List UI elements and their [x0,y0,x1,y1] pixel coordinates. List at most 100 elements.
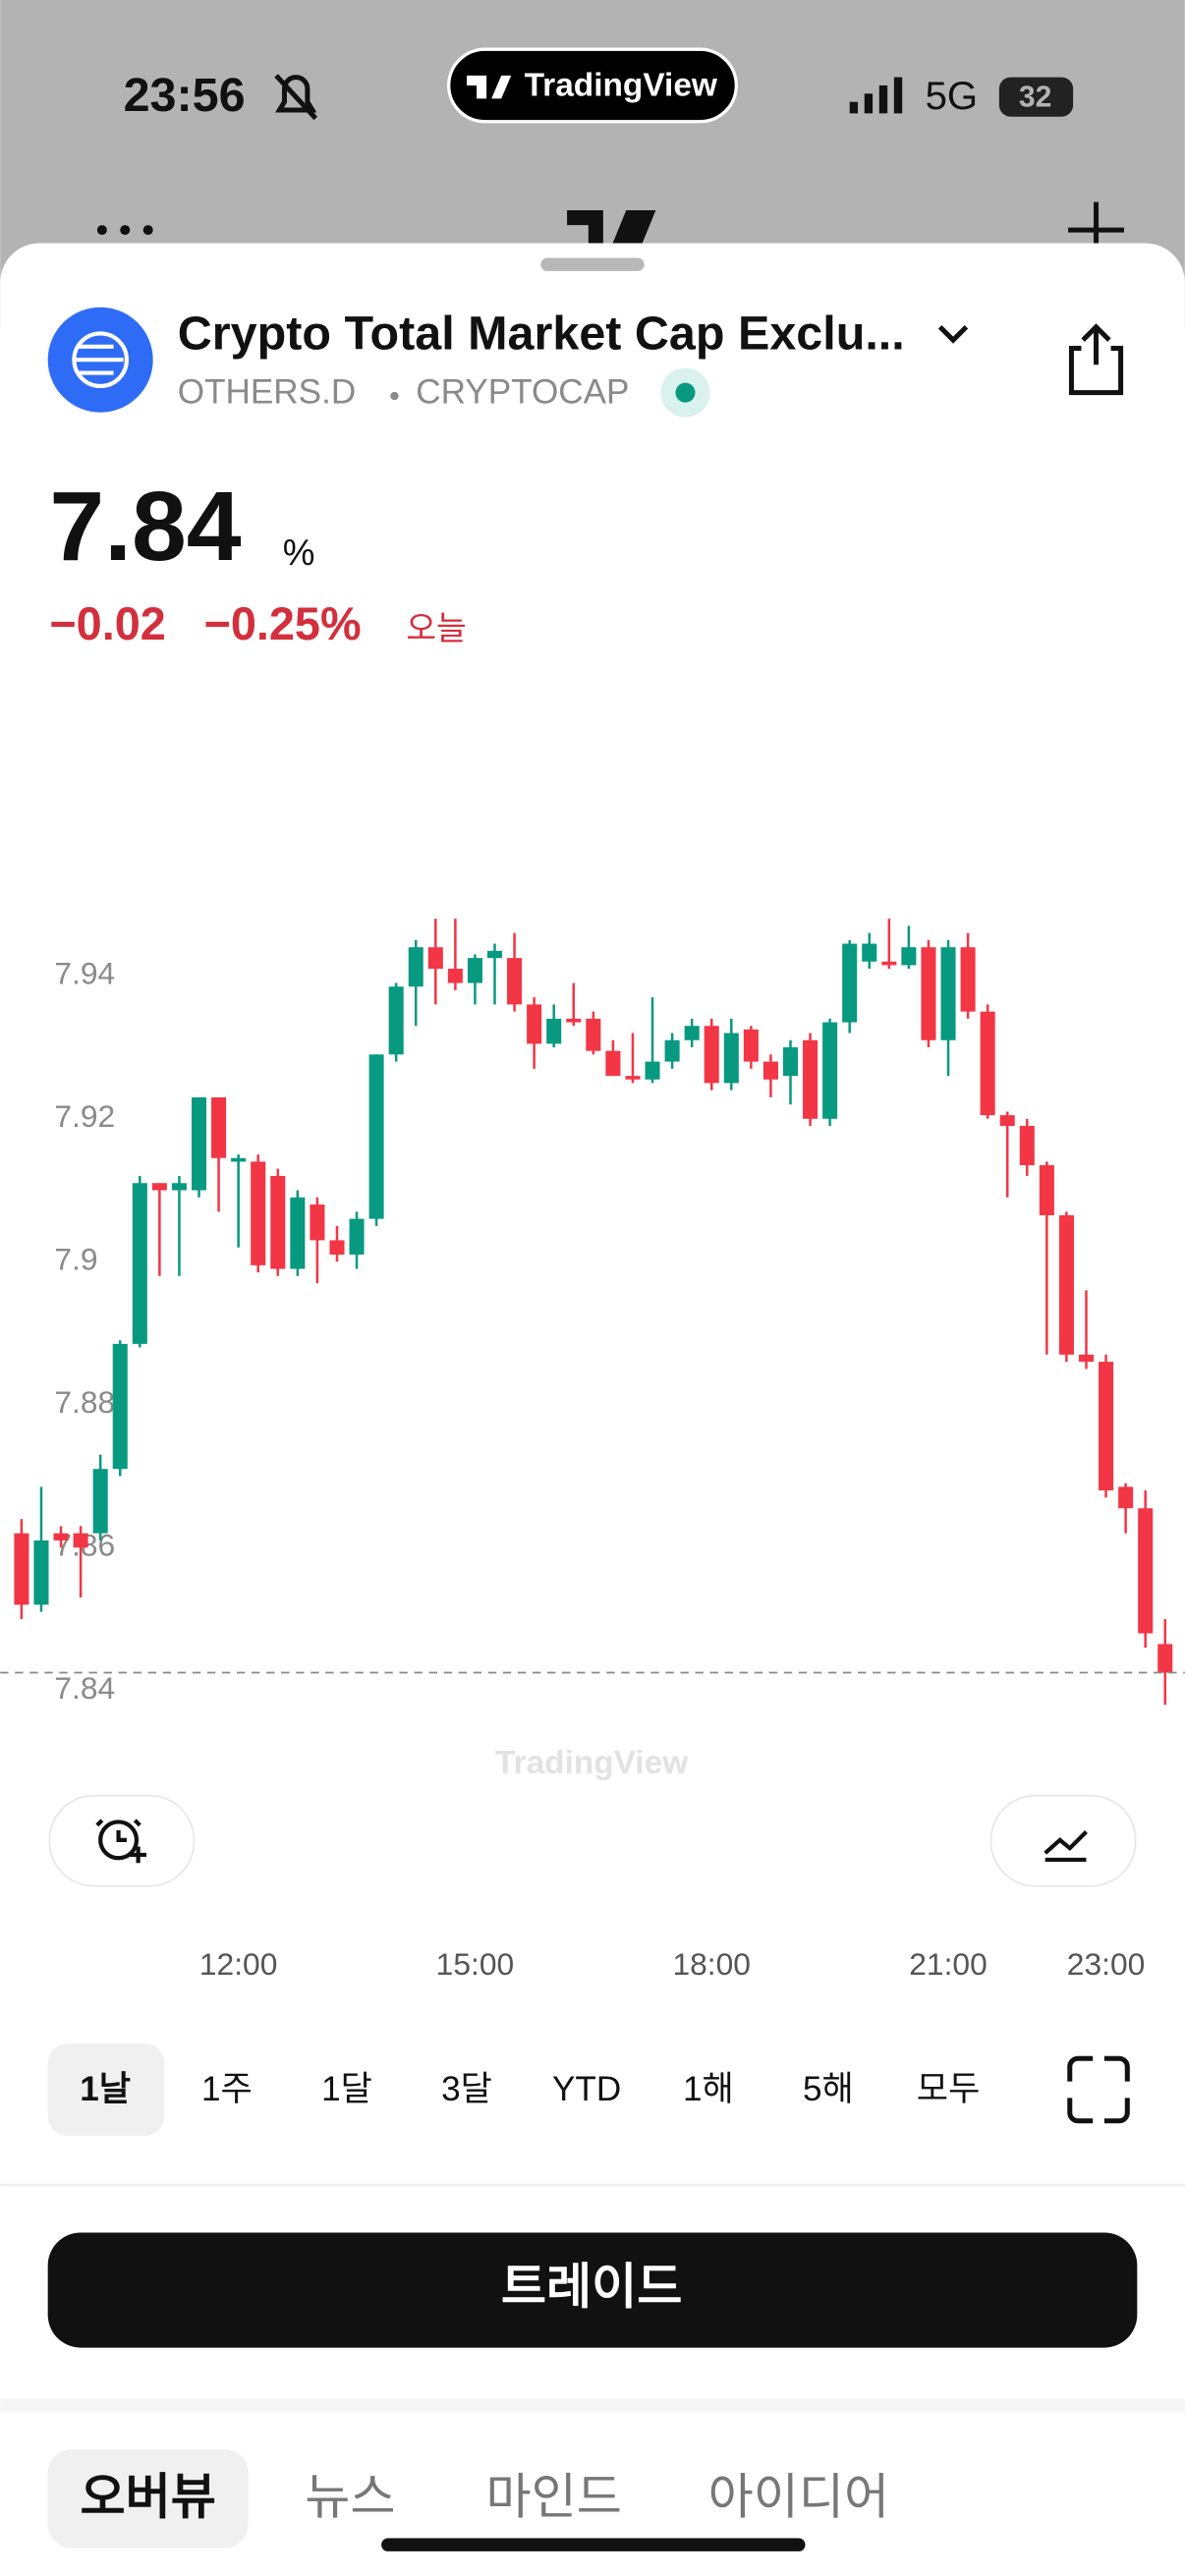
behind-menu [96,225,153,236]
candle-body [408,947,423,987]
status-time: 23:56 [124,69,246,122]
candle-body [960,947,976,1012]
candle-body [723,1033,739,1084]
candle-body [368,1054,384,1219]
app-name: TradingView [525,67,718,103]
candle-body [881,961,897,966]
candle-body [191,1096,207,1191]
candle-body [1118,1486,1134,1509]
candle-body [1099,1362,1114,1491]
candle-body [645,1061,660,1080]
tab[interactable]: 아이디어 [708,2469,890,2524]
alert-icon [95,1819,146,1864]
candle-body [132,1183,147,1344]
candle-body [112,1343,128,1470]
candle-body [782,1047,799,1077]
sheet-handle[interactable] [540,257,645,271]
candle-body [862,943,877,962]
price: 7.84 [49,472,241,582]
period: 오늘 [406,611,467,647]
sheet [0,243,1185,2576]
range-option[interactable]: 1달 [321,2070,372,2108]
range-option[interactable]: YTD [552,2070,621,2108]
y-tick-label: 7.94 [54,956,115,991]
candle-body [1019,1126,1035,1166]
y-tick-label: 7.92 [54,1098,115,1134]
mute-icon [274,74,318,121]
candle-body [92,1469,108,1534]
home-indicator [381,2538,806,2551]
candle-body [743,1029,759,1062]
candle-body [1058,1214,1074,1355]
watermark: TradingView [495,1745,689,1781]
price-unit: % [283,532,315,573]
battery-level: 32 [1019,81,1051,113]
tab[interactable]: 오버뷰 [80,2469,215,2524]
range-option[interactable]: 3달 [441,2070,492,2108]
candle-body [388,986,404,1055]
candle-body [546,1018,562,1044]
symbol-code: OTHERS.D [178,373,356,412]
market-status-dot [675,382,696,403]
candle-body [427,947,443,970]
candle-body [940,947,956,1040]
fullscreen-button[interactable] [1067,2055,1130,2124]
candle-body [999,1115,1015,1127]
x-tick-label: 23:00 [1067,1946,1146,1982]
candle-body [53,1533,69,1540]
trade-button[interactable] [47,2232,1138,2348]
candle-body [1078,1354,1095,1363]
y-tick-label: 7.9 [54,1242,97,1277]
candle-body [625,1076,641,1080]
candle-body [704,1026,719,1084]
candle-body [822,1022,838,1119]
candle-body [684,1026,700,1040]
y-tick-label: 7.84 [54,1670,115,1706]
range-selected-bg [47,2044,165,2136]
share-button[interactable] [1068,323,1124,396]
candle-body [349,1218,365,1255]
battery [998,77,1074,117]
signal-icon [849,77,903,114]
app-pill [447,47,738,124]
range-option[interactable]: 1주 [201,2070,253,2108]
candle-body [270,1175,286,1269]
candle-body [211,1096,227,1158]
tab[interactable]: 뉴스 [305,2469,395,2524]
candle-body [1138,1508,1154,1634]
candle-body [290,1197,306,1269]
tab[interactable]: 마인드 [485,2469,621,2524]
candle-body [842,943,858,1023]
range-option[interactable]: 1날 [80,2070,131,2108]
candle-body [762,1061,778,1080]
candle-body [1039,1165,1054,1215]
range-option[interactable]: 모두 [917,2070,981,2108]
candle-body [447,969,463,983]
section-gap [0,2398,1185,2412]
candle-body [231,1157,247,1162]
network: 5G [926,74,979,118]
title-chevron[interactable] [937,324,969,344]
candle-body [507,958,523,1005]
range-option[interactable]: 1해 [683,2070,734,2108]
tab-selected-bg [47,2449,249,2548]
candle-body [901,947,917,966]
y-tick-label: 7.88 [54,1384,115,1420]
x-tick-label: 15:00 [436,1946,515,1982]
candle-body [486,950,503,959]
candle-body [803,1039,818,1119]
candle-body [586,1018,601,1051]
candle-body [73,1533,88,1548]
range-option[interactable]: 5해 [803,2070,854,2108]
symbol-title[interactable]: Crypto Total Market Cap Exclu... [178,308,905,361]
x-tick-label: 21:00 [909,1946,988,1982]
candle-body [1157,1644,1173,1673]
candle-body [310,1204,325,1241]
change-percent: −0.25% [204,598,362,649]
tab-bar: 오버뷰 뉴스 마인드 아이디어 [80,2469,889,2524]
range-bar: 1날 1주 1달 3달 YTD 1해 5해 모두 [80,2070,980,2108]
candle-body [33,1540,49,1605]
trade-label: 트레이드 [501,2259,683,2314]
candle-body [151,1183,167,1191]
chart: 7.847.867.887.97.927.9412:0015:0018:0021… [0,919,1185,1982]
